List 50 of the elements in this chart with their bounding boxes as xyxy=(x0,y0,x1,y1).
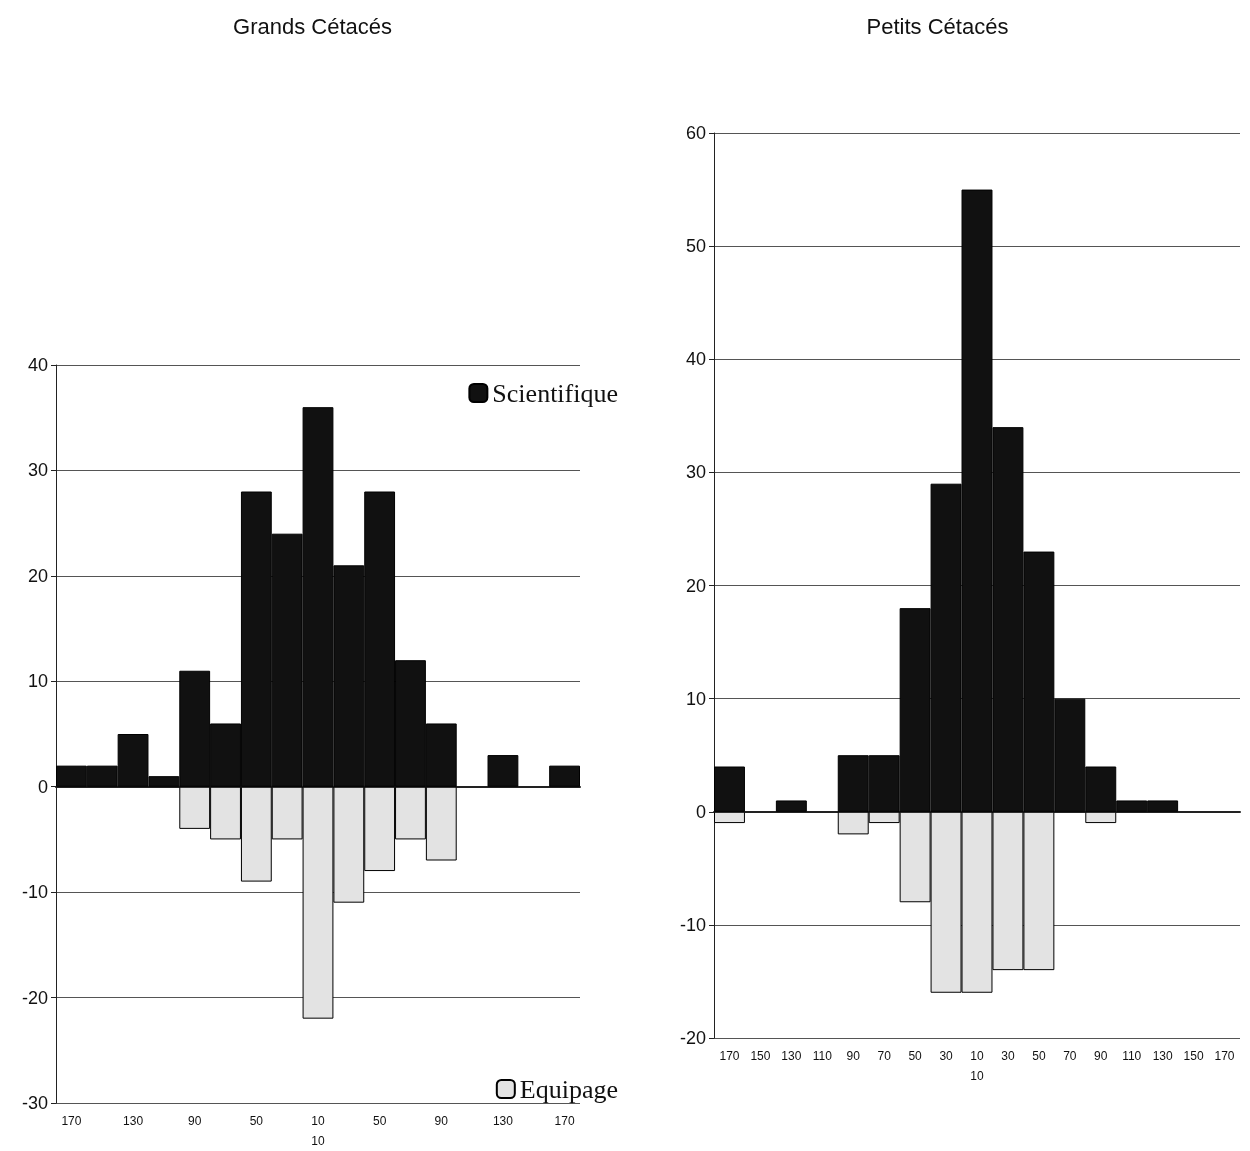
y-tick-label: -10 xyxy=(679,914,706,935)
y-tick-label: 20 xyxy=(685,575,706,596)
y-tick-label: 40 xyxy=(27,355,48,375)
x-tick-label: 90 xyxy=(188,1114,202,1128)
x-tick-label: 150 xyxy=(750,1049,771,1063)
x-tick-label: 30 xyxy=(1001,1049,1015,1063)
x-tick-label: 130 xyxy=(492,1114,514,1128)
y-tick-label: 10 xyxy=(685,688,706,709)
y-tick-label: 40 xyxy=(685,349,706,370)
x-tick-label: 70 xyxy=(877,1049,892,1063)
y-tick-label: 10 xyxy=(27,671,48,692)
x-tick-label: 110 xyxy=(812,1049,833,1063)
y-tick-label: 0 xyxy=(695,801,706,822)
x-tick-label: 30 xyxy=(939,1049,954,1063)
x-tick-label: 50 xyxy=(249,1114,264,1128)
y-tick-label: 30 xyxy=(685,462,706,483)
chart-title: Petits Cétacés xyxy=(866,13,1009,39)
y-tick-label: 20 xyxy=(27,565,48,586)
y-tick-label: 0 xyxy=(37,776,48,797)
bar xyxy=(775,800,807,812)
x-tick-label: 170 xyxy=(719,1049,740,1063)
y-tick-label: -30 xyxy=(21,1093,48,1113)
legend-label: Equipage xyxy=(519,1074,618,1104)
x-tick-label: 130 xyxy=(1152,1049,1173,1063)
x-tick-label: 10 10 xyxy=(311,1114,325,1148)
x-tick-label: 110 xyxy=(1122,1049,1142,1063)
x-tick-label: 50 xyxy=(1032,1049,1046,1063)
legend-label: Scientifique xyxy=(492,378,619,408)
x-tick-label: 90 xyxy=(846,1049,861,1063)
x-tick-label: 10 10 xyxy=(970,1049,984,1083)
x-tick-label: 50 xyxy=(908,1049,923,1063)
x-tick-label: 90 xyxy=(434,1114,449,1128)
y-tick-label: 60 xyxy=(685,123,706,143)
y-tick-label: -20 xyxy=(21,987,48,1008)
y-tick-label: 30 xyxy=(27,460,48,481)
x-tick-label: 90 xyxy=(1094,1049,1108,1063)
y-tick-label: 50 xyxy=(685,236,706,257)
x-tick-label: 170 xyxy=(554,1114,575,1128)
y-tick-label: -20 xyxy=(679,1028,706,1048)
x-tick-label: 130 xyxy=(123,1114,144,1128)
bar xyxy=(487,755,519,787)
x-tick-label: 170 xyxy=(1214,1049,1235,1063)
x-tick-label: 130 xyxy=(781,1049,802,1063)
x-tick-label: 150 xyxy=(1183,1049,1204,1063)
x-tick-label: 70 xyxy=(1063,1049,1077,1063)
chart-title: Grands Cétacés xyxy=(233,13,392,39)
y-tick-label: -10 xyxy=(21,882,48,903)
x-tick-label: 170 xyxy=(61,1114,82,1128)
x-tick-label: 50 xyxy=(372,1114,387,1128)
bar xyxy=(549,765,580,787)
